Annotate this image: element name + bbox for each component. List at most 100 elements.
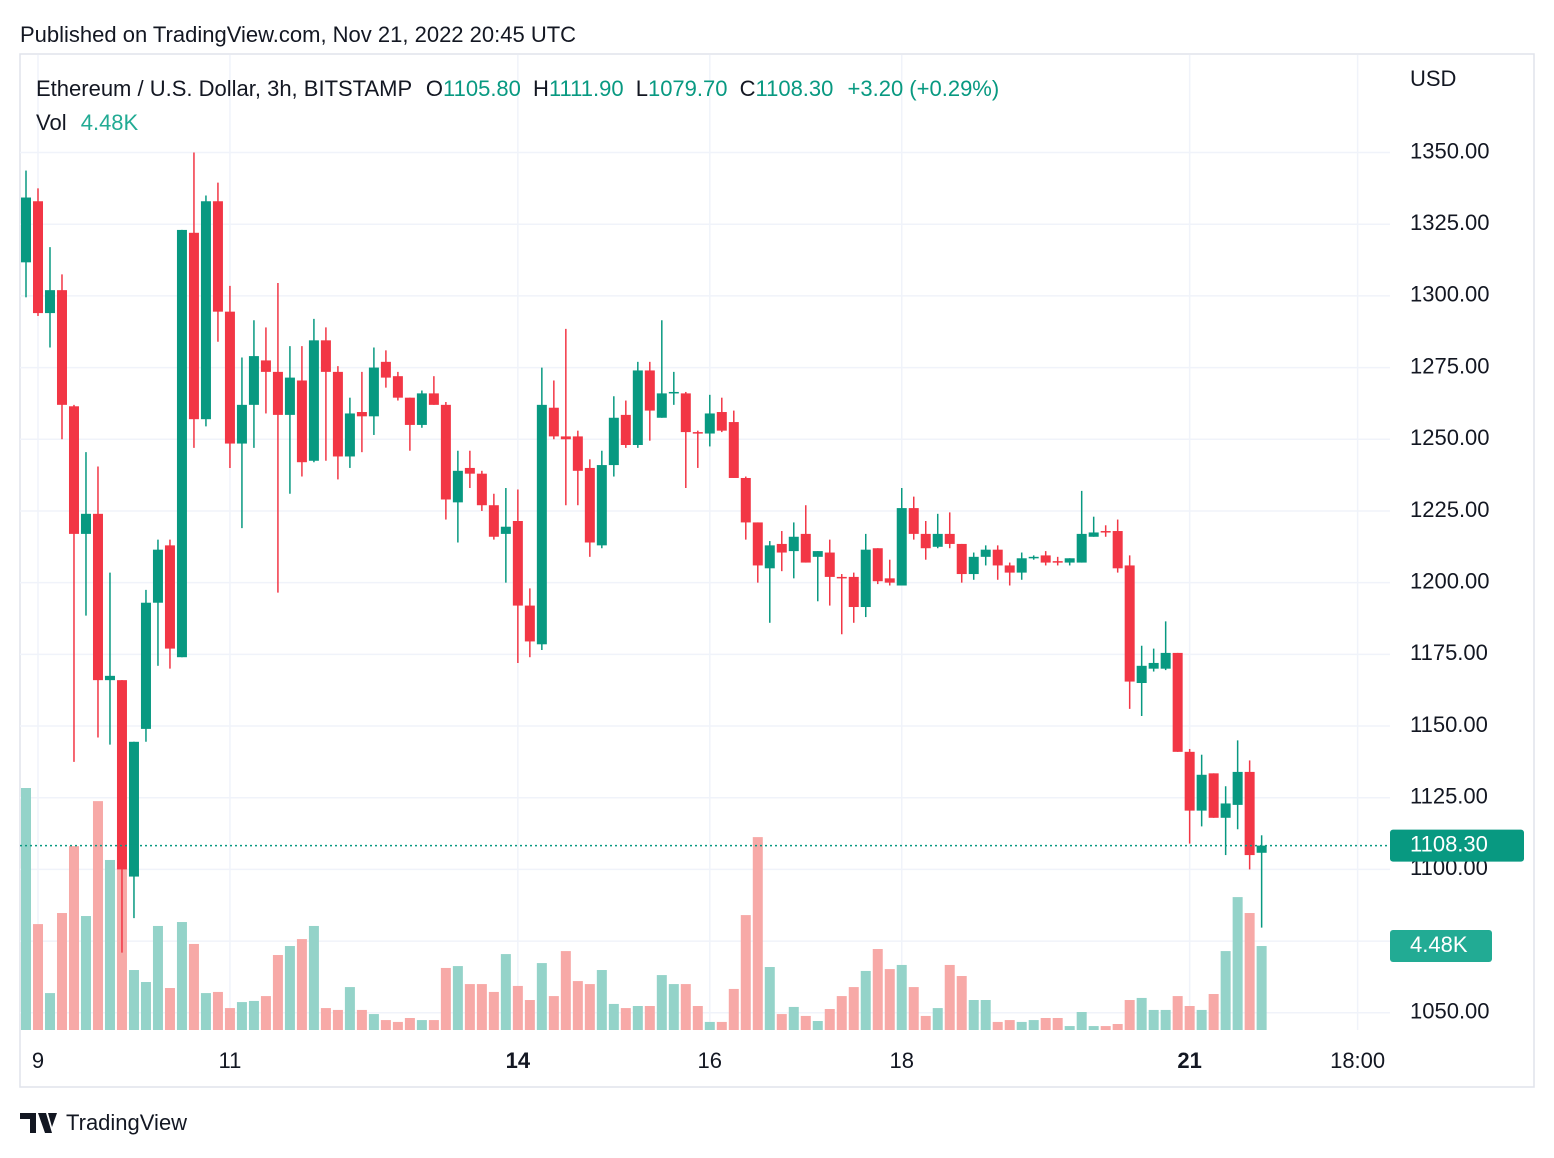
volume-bar — [992, 1021, 1003, 1030]
volume-bar — [956, 976, 967, 1030]
volume-bar — [704, 1021, 715, 1030]
candles — [20, 152, 1267, 953]
candle-body — [1100, 531, 1111, 533]
volume-bar — [608, 1003, 619, 1030]
volume-bar — [188, 943, 199, 1030]
grid — [20, 55, 1390, 1030]
candle-body — [68, 406, 79, 534]
legend-line: Ethereum / U.S. Dollar, 3h, BITSTAMP O11… — [36, 76, 999, 101]
candle-body — [1244, 771, 1255, 856]
candle-body — [620, 414, 631, 445]
volume-bar — [944, 964, 955, 1030]
volume-bar — [500, 954, 511, 1030]
volume-bar — [788, 1006, 799, 1030]
volume-bar — [536, 963, 547, 1030]
volume-bar — [452, 966, 463, 1030]
candle-body — [1112, 531, 1123, 569]
volume-bar — [644, 1006, 655, 1030]
candle-body — [860, 549, 871, 608]
candle-body — [344, 413, 355, 457]
high-value: 1111.90 — [549, 76, 624, 101]
volume-bar — [728, 988, 739, 1030]
footer-brand: TradingView — [66, 1110, 187, 1135]
candle-body — [500, 526, 511, 534]
candle-body — [1196, 774, 1207, 811]
candle-body — [1256, 845, 1267, 853]
candle-body — [944, 533, 955, 544]
volume-bar — [680, 984, 691, 1030]
y-tick-label: 1175.00 — [1410, 640, 1488, 665]
candle-body — [452, 470, 463, 503]
volume-tag — [1390, 930, 1492, 963]
candle-body — [680, 393, 691, 433]
candle-body — [212, 201, 223, 312]
volume-bar — [824, 1009, 835, 1030]
candle-body — [1208, 773, 1219, 818]
close-value: 1108.30 — [756, 76, 834, 101]
candle-body — [812, 551, 823, 557]
candle-body — [464, 467, 475, 474]
volume-bar — [1220, 951, 1231, 1030]
candle-body — [1016, 558, 1027, 573]
volume-pane — [20, 788, 1267, 1030]
volume-bar — [20, 788, 31, 1030]
candle-body — [416, 393, 427, 425]
h-label: H — [533, 76, 549, 101]
change-value: +3.20 (+0.29%) — [848, 76, 1000, 101]
candle-body — [392, 376, 403, 398]
candle-body — [752, 522, 763, 566]
candle-body — [788, 536, 799, 552]
candle-body — [356, 412, 367, 417]
candle-body — [548, 407, 559, 437]
vol-label: Vol — [36, 110, 67, 135]
volume-bar — [1256, 946, 1267, 1030]
volume-bar — [428, 1020, 439, 1030]
open-value: 1105.80 — [443, 76, 521, 101]
y-tick-label: 1200.00 — [1410, 568, 1490, 593]
volume-bar — [560, 951, 571, 1030]
volume-bar — [620, 1008, 631, 1030]
candle-body — [656, 393, 667, 418]
volume-bar — [308, 925, 319, 1030]
volume-bar — [800, 1015, 811, 1030]
volume-bar — [512, 985, 523, 1030]
volume-bar — [884, 969, 895, 1030]
candle-body — [1028, 556, 1039, 559]
candle-body — [848, 576, 859, 608]
candle-body — [428, 393, 439, 405]
volume-bar — [344, 987, 355, 1030]
volume-bar — [416, 1020, 427, 1030]
o-label: O — [426, 76, 443, 101]
candle-body — [512, 520, 523, 606]
candle-body — [692, 432, 703, 434]
candle-body — [92, 513, 103, 681]
volume-bar — [1208, 994, 1219, 1030]
candle-body — [1076, 533, 1087, 563]
volume-bar — [368, 1014, 379, 1030]
candle-body — [884, 578, 895, 583]
candle-body — [896, 508, 907, 586]
candle-body — [1136, 665, 1147, 684]
candle-body — [632, 370, 643, 445]
volume-bar — [332, 1009, 343, 1030]
volume-bar — [1028, 1020, 1039, 1030]
candle-body — [44, 290, 55, 314]
candle-body — [56, 290, 67, 405]
volume-bar — [596, 970, 607, 1030]
candle-body — [764, 545, 775, 569]
volume-bar — [248, 1000, 259, 1030]
candle-body — [1088, 532, 1099, 537]
candle-body — [332, 371, 343, 457]
candle-body — [308, 340, 319, 461]
volume-bar — [1112, 1024, 1123, 1030]
volume-bar — [164, 988, 175, 1030]
volume-bar — [920, 1015, 931, 1030]
candle-body — [116, 680, 127, 870]
candle-body — [992, 549, 1003, 566]
y-tick-label: 1350.00 — [1410, 138, 1490, 163]
volume-bar — [1088, 1026, 1099, 1030]
volume-bar — [1040, 1018, 1051, 1030]
c-label: C — [740, 76, 756, 101]
volume-bar — [1172, 996, 1183, 1030]
y-tick-label: 1325.00 — [1410, 210, 1490, 235]
